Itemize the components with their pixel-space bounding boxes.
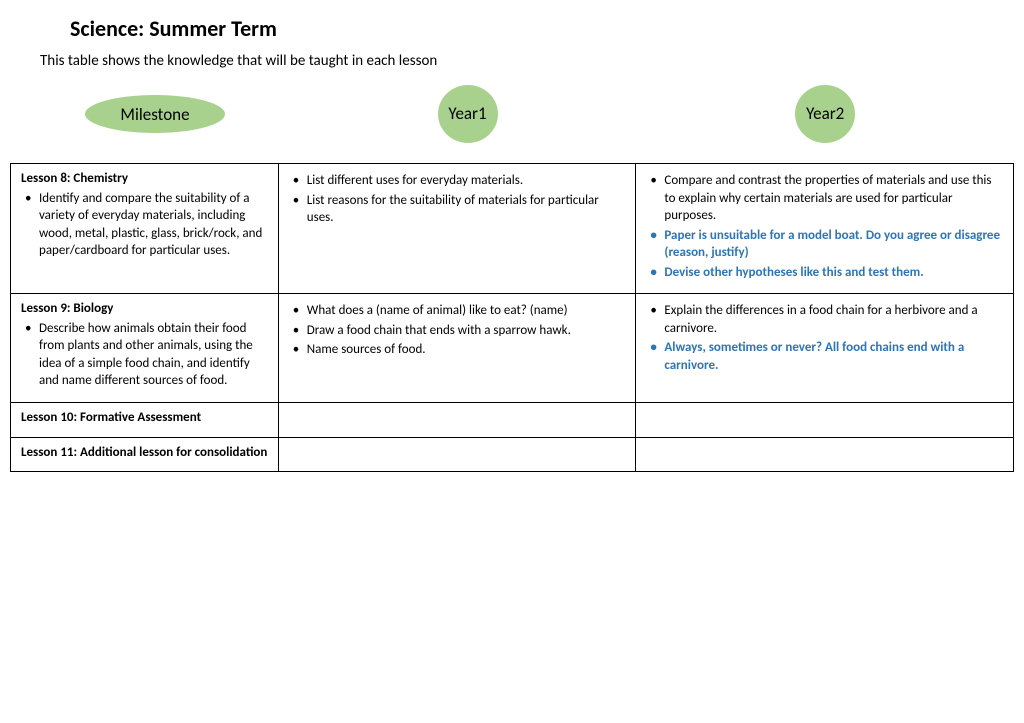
table-row: Lesson 8: Chemistry Identify and compare … — [11, 164, 1014, 294]
year1-cell: What does a (name of animal) like to eat… — [278, 294, 636, 403]
year2-bullet: Paper is unsuitable for a model boat. Do… — [646, 227, 1003, 262]
year2-bullet: Compare and contrast the properties of m… — [646, 172, 1003, 225]
year2-bullet: Devise other hypotheses like this and te… — [646, 264, 1003, 282]
year1-bullet: What does a (name of animal) like to eat… — [289, 302, 626, 320]
table-row: Lesson 9: Biology Describe how animals ob… — [11, 294, 1014, 403]
lesson-title: Lesson 9: Biology — [21, 301, 113, 316]
milestone-header-shape: Milestone — [85, 95, 225, 133]
curriculum-table: Lesson 8: Chemistry Identify and compare … — [10, 163, 1014, 472]
year2-header-shape: Year 2 — [795, 85, 855, 143]
year2-cell — [636, 437, 1014, 472]
milestone-cell: Lesson 9: Biology Describe how animals ob… — [11, 294, 279, 403]
table-row: Lesson 10: Formative Assessment — [11, 403, 1014, 438]
milestone-cell: Lesson 8: Chemistry Identify and compare … — [11, 164, 279, 294]
milestone-bullet: Describe how animals obtain their food f… — [21, 320, 268, 390]
year2-cell: Compare and contrast the properties of m… — [636, 164, 1014, 294]
table-row: Lesson 11: Additional lesson for consoli… — [11, 437, 1014, 472]
milestone-cell: Lesson 10: Formative Assessment — [11, 403, 279, 438]
year1-bullet: Name sources of food. — [289, 341, 626, 359]
lesson-title: Lesson 11: Additional lesson for consoli… — [21, 445, 267, 460]
year1-cell: List different uses for everyday materia… — [278, 164, 636, 294]
year2-bullet: Always, sometimes or never? All food cha… — [646, 339, 1003, 374]
subtitle: This table shows the knowledge that will… — [40, 52, 1014, 70]
year1-header-shape: Year 1 — [438, 85, 498, 143]
page-title: Science: Summer Term — [70, 15, 1014, 42]
year1-bullet: Draw a food chain that ends with a sparr… — [289, 322, 626, 340]
column-headers: Milestone Year 1 Year 2 — [10, 85, 1014, 143]
year2-header-label-line2: 2 — [836, 105, 845, 124]
year2-header-label-line1: Year — [806, 105, 836, 124]
year1-header-label-line2: 1 — [478, 105, 487, 124]
milestone-cell: Lesson 11: Additional lesson for consoli… — [11, 437, 279, 472]
year1-bullet: List reasons for the suitability of mate… — [289, 192, 626, 227]
year2-bullet: Explain the differences in a food chain … — [646, 302, 1003, 337]
lesson-title: Lesson 10: Formative Assessment — [21, 410, 201, 425]
milestone-header-label: Milestone — [120, 104, 189, 125]
year2-cell: Explain the differences in a food chain … — [636, 294, 1014, 403]
milestone-bullet: Identify and compare the suitability of … — [21, 190, 268, 260]
lesson-title: Lesson 8: Chemistry — [21, 171, 128, 186]
year1-bullet: List different uses for everyday materia… — [289, 172, 626, 190]
year1-header-label-line1: Year — [448, 105, 478, 124]
year1-cell — [278, 437, 636, 472]
year2-cell — [636, 403, 1014, 438]
year1-cell — [278, 403, 636, 438]
